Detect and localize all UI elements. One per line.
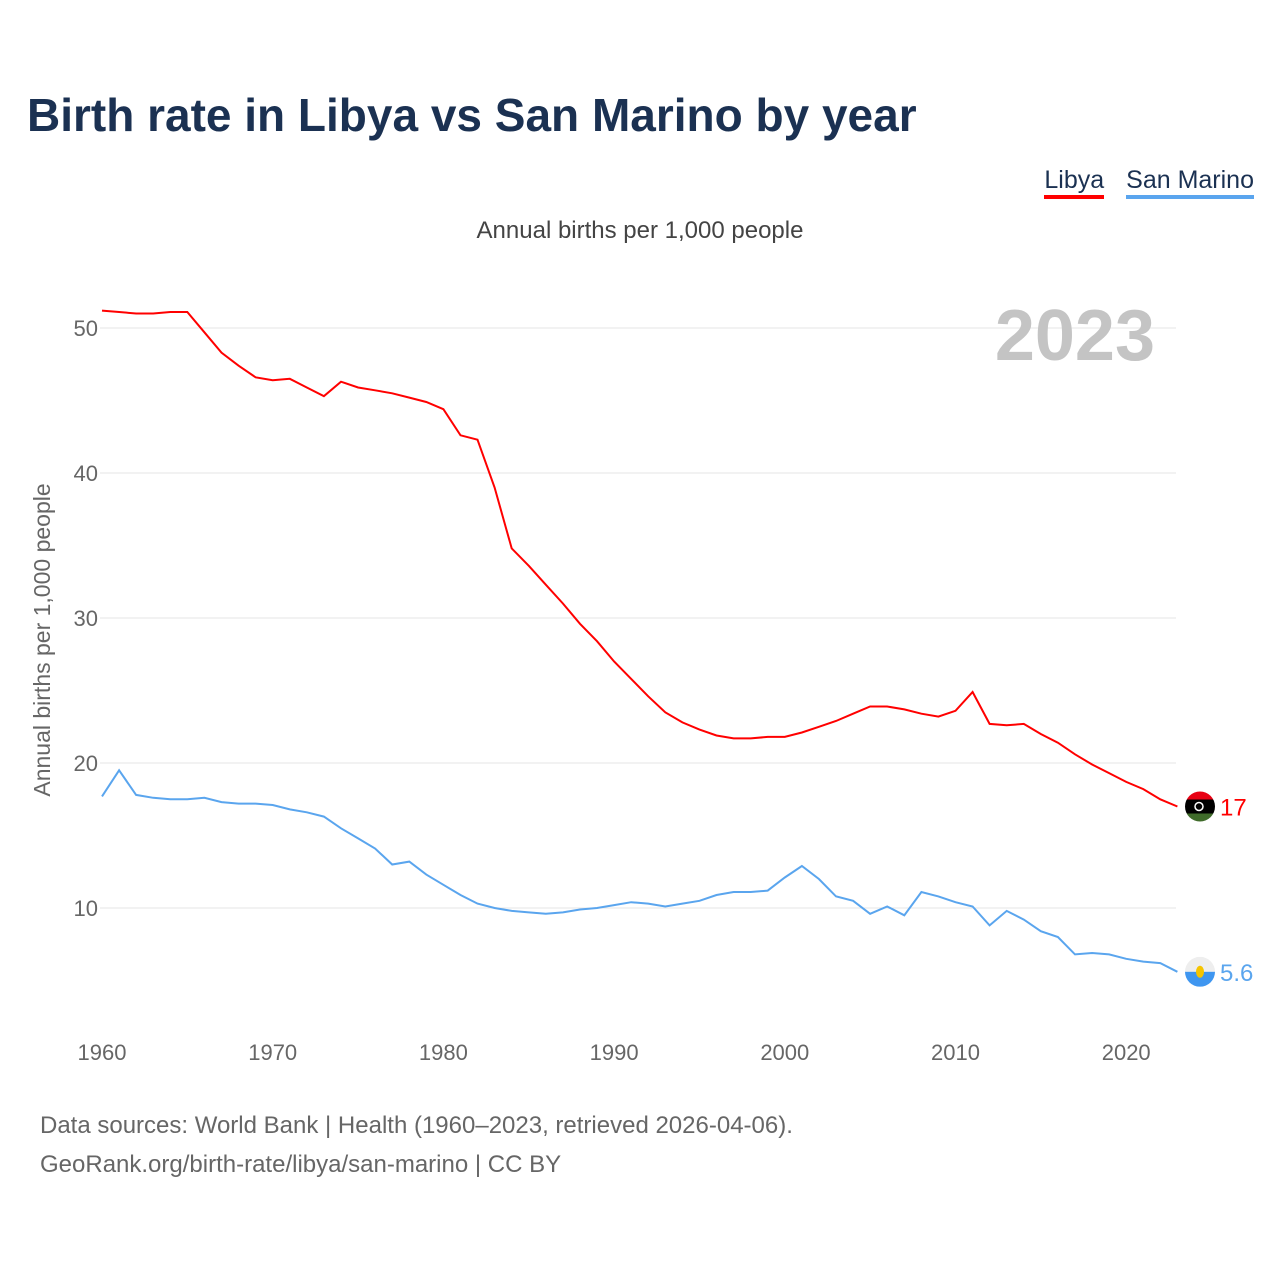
data-source: Data sources: World Bank | Health (1960–… [40,1112,793,1139]
x-tick-label: 1960 [78,1040,127,1065]
x-tick-label: 1980 [419,1040,468,1065]
x-tick-label: 1970 [248,1040,297,1065]
series-line-libya [101,309,1178,808]
end-value-label: 17 [1220,795,1247,822]
y-tick-label: 10 [74,896,98,921]
x-tick-label: 2000 [760,1040,809,1065]
end-value-label: 5.6 [1220,960,1253,987]
footer: Data sources: World Bank | Health (1960–… [40,1106,793,1184]
legend: Libya San Marino [1044,166,1254,199]
x-tick-label: 2020 [1102,1040,1151,1065]
y-tick-label: 20 [74,751,98,776]
san-marino-flag-icon [1185,956,1215,987]
chart-subtitle: Annual births per 1,000 people [476,217,804,244]
legend-item-san-marino[interactable]: San Marino [1126,166,1254,199]
y-tick-label: 50 [74,316,98,341]
y-tick-label: 30 [74,606,98,631]
libya-flag-icon [1185,791,1215,822]
x-tick-label: 1990 [590,1040,639,1065]
y-tick-label: 40 [74,461,98,486]
legend-item-libya[interactable]: Libya [1044,166,1105,199]
x-tick-label: 2010 [931,1040,980,1065]
y-axis-label: Annual births per 1,000 people [29,483,55,796]
year-watermark: 2023 [995,296,1155,376]
chart-title: Birth rate in Libya vs San Marino by yea… [27,89,917,141]
source-link[interactable]: GeoRank.org/birth-rate/libya/san-marino … [40,1151,562,1178]
series-line-san-marino [101,768,1178,973]
